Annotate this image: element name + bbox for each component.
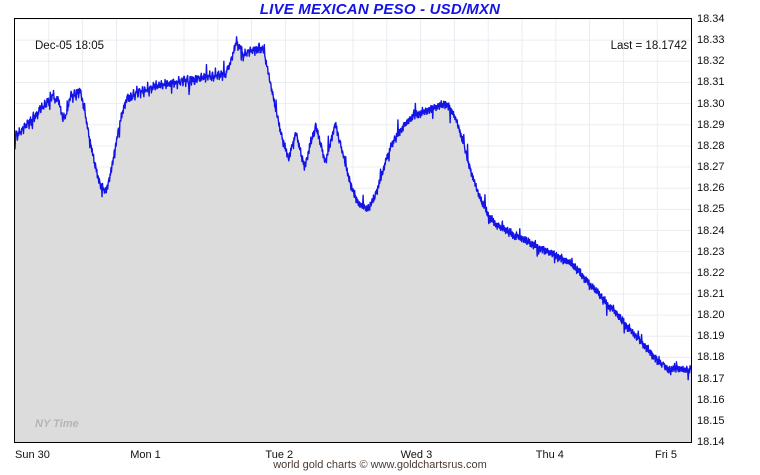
x-axis-tick: Mon 1: [130, 449, 161, 461]
y-axis-tick: 18.33: [697, 34, 725, 47]
footer-attribution: world gold charts © www.goldchartsrus.co…: [273, 459, 487, 471]
y-axis-tick: 18.18: [697, 351, 725, 364]
last-price-label: Last = 18.1742: [610, 40, 687, 52]
x-axis-tick: Tue 2: [265, 449, 294, 461]
y-axis-tick: 18.28: [697, 139, 725, 152]
y-axis-tick: 18.15: [697, 414, 725, 427]
y-axis-tick: 18.24: [697, 224, 725, 237]
x-axis-tick: Thu 4: [535, 449, 564, 461]
x-axis-tick: Fri 5: [655, 449, 677, 461]
x-axis-tick: Sun 30: [15, 449, 50, 461]
y-axis-tick: 18.25: [697, 203, 725, 216]
y-axis-tick: 18.23: [697, 245, 725, 258]
y-axis-tick: 18.34: [697, 13, 725, 25]
x-axis-tick: Wed 3: [400, 449, 433, 461]
chart-title: LIVE MEXICAN PESO - USD/MXN: [259, 1, 501, 18]
y-axis-tick: 18.16: [697, 393, 725, 406]
y-axis-tick: 18.22: [697, 266, 725, 279]
y-axis-tick: 18.27: [697, 161, 725, 174]
y-axis-tick: 18.17: [697, 372, 725, 385]
y-axis-tick: 18.21: [697, 287, 725, 300]
y-axis-tick: 18.26: [697, 182, 725, 195]
y-axis-tick: 18.32: [697, 55, 725, 68]
y-axis-tick: 18.31: [697, 76, 725, 89]
y-axis-labels: 18.34 18.33 18.32 18.31 18.30 18.29 18.28 18.27…: [697, 0, 760, 475]
plot-area: Dec-05 18:05 Last = 18.1742 NY Time: [14, 18, 692, 443]
timestamp-label: Dec-05 18:05: [35, 40, 105, 52]
y-axis-tick: 18.30: [697, 97, 725, 110]
price-chart-svg: [15, 19, 691, 442]
y-axis-tick: 18.19: [697, 330, 725, 343]
timezone-watermark: NY Time: [35, 418, 79, 430]
y-axis-tick: 18.29: [697, 118, 725, 131]
y-axis-tick: 18.14: [697, 436, 725, 448]
y-axis-tick: 18.20: [697, 309, 725, 322]
